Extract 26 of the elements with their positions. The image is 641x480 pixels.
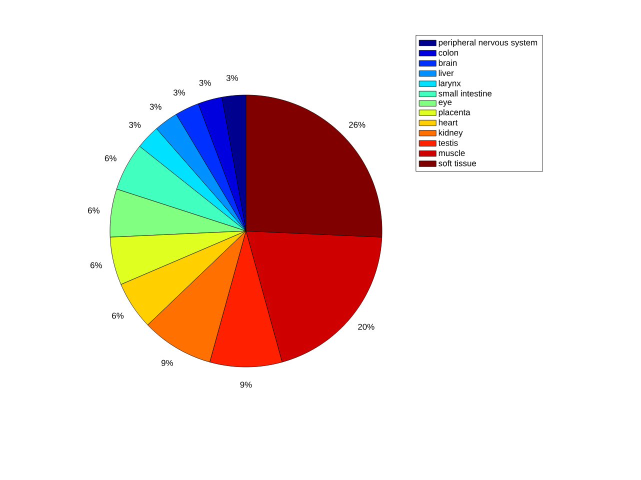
data-label: 3%	[173, 90, 186, 96]
legend-label: peripheral nervous system	[438, 39, 538, 48]
data-label: 9%	[161, 360, 174, 366]
legend-label: colon	[438, 49, 458, 56]
legend-label: kidney	[438, 129, 463, 138]
legend-label: small intestine	[438, 90, 492, 96]
legend-label: muscle	[438, 150, 465, 156]
legend-label: testis	[438, 140, 458, 146]
data-label: 3%	[199, 80, 211, 86]
data-label: 20%	[358, 324, 374, 330]
data-label: 26%	[349, 122, 366, 128]
data-label: 6%	[104, 155, 116, 162]
legend-label: heart	[438, 119, 458, 126]
data-label: 3%	[129, 122, 141, 128]
data-label: 6%	[112, 312, 124, 319]
legend-label: soft tissue	[438, 160, 476, 166]
legend-label: larynx	[438, 80, 461, 88]
legend-label: liver	[438, 70, 454, 76]
legend-label: placenta	[438, 109, 470, 117]
legend-label: brain	[438, 60, 457, 66]
data-label: 6%	[88, 207, 100, 214]
data-label: 3%	[226, 74, 238, 81]
legend-label: eye	[438, 100, 452, 107]
data-label: 9%	[240, 382, 252, 388]
data-label: 6%	[90, 262, 102, 268]
data-label: 3%	[150, 104, 162, 110]
